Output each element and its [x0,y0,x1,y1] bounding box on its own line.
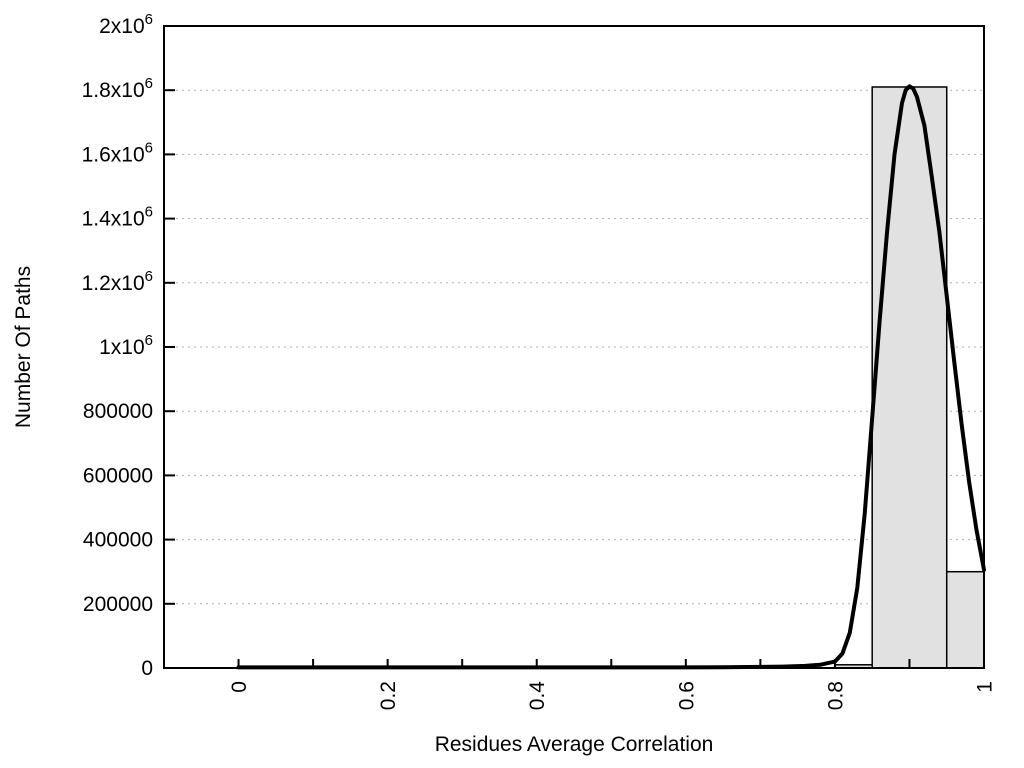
x-tick-label: 1 [974,681,997,693]
x-tick-label: 0.2 [377,681,400,710]
y-tick-label: 1.2x106 [82,268,153,295]
y-tick-label: 1.8x106 [82,75,153,102]
x-axis-title: Residues Average Correlation [434,733,714,756]
x-tick-label: 0.4 [526,681,549,711]
y-tick-label: 1.6x106 [82,139,153,166]
histogram-bar [871,86,948,669]
x-tick-label: 0 [228,681,251,693]
y-tick-label: 1x106 [99,332,153,359]
x-tick-label: 0.8 [824,681,847,710]
y-tick-label: 800000 [83,400,153,423]
y-tick-label: 400000 [83,529,153,552]
histogram-bar [945,570,985,669]
x-tick-label: 0.6 [675,681,698,710]
y-tick-label: 0 [141,657,153,680]
y-tick-label: 2x106 [99,11,153,38]
y-axis-title: Number Of Paths [12,265,35,429]
y-tick-label: 200000 [83,593,153,616]
y-tick-label: 1.4x106 [82,204,153,231]
y-tick-label: 600000 [83,464,153,487]
